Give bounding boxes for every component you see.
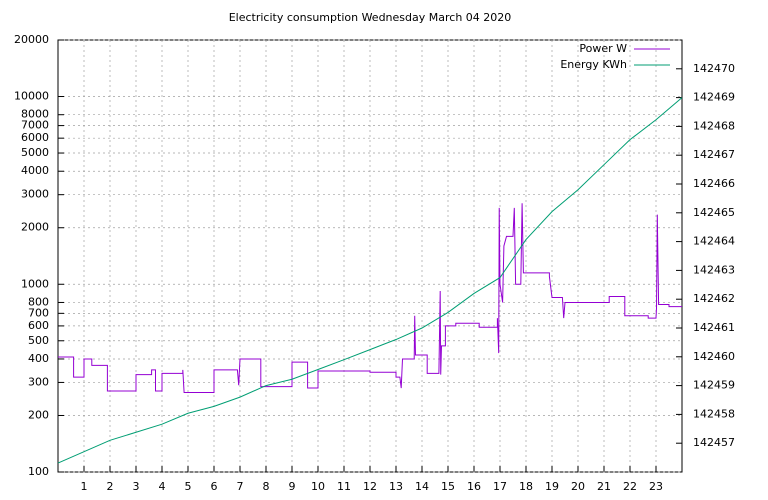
- x-tick-label: 23: [649, 480, 663, 493]
- series-line: [57, 97, 683, 464]
- x-tick-label: 22: [623, 480, 637, 493]
- x-tick-label: 20: [571, 480, 585, 493]
- y-tick-label: 300: [28, 375, 49, 388]
- x-tick-label: 15: [441, 480, 455, 493]
- x-tick-label: 7: [237, 480, 244, 493]
- y2-tick-label: 142468: [693, 119, 735, 132]
- x-tick-label: 6: [211, 480, 218, 493]
- x-tick-label: 18: [519, 480, 533, 493]
- y2-tick-label: 142469: [693, 91, 735, 104]
- series-line: [58, 203, 682, 394]
- x-tick-label: 2: [107, 480, 114, 493]
- x-tick-label: 11: [337, 480, 351, 493]
- x-tick-label: 17: [493, 480, 507, 493]
- x-tick-label: 12: [363, 480, 377, 493]
- chart-title: Electricity consumption Wednesday March …: [229, 11, 512, 24]
- y-tick-label: 4000: [21, 164, 49, 177]
- x-tick-label: 19: [545, 480, 559, 493]
- y-tick-label: 500: [28, 334, 49, 347]
- y2-tick-label: 142464: [693, 235, 735, 248]
- y-tick-label: 2000: [21, 221, 49, 234]
- x-tick-label: 5: [185, 480, 192, 493]
- x-tick-label: 21: [597, 480, 611, 493]
- y2-tick-label: 142459: [693, 379, 735, 392]
- y-tick-label: 600: [28, 319, 49, 332]
- y-tick-label: 8000: [21, 108, 49, 121]
- y-tick-label: 5000: [21, 146, 49, 159]
- y-tick-label: 20000: [14, 33, 49, 46]
- legend-label: Power W: [579, 42, 627, 55]
- y2-tick-label: 142470: [693, 62, 735, 75]
- x-tick-label: 3: [133, 480, 140, 493]
- y-tick-label: 6000: [21, 131, 49, 144]
- y-tick-label: 200: [28, 408, 49, 421]
- x-tick-label: 9: [289, 480, 296, 493]
- y-tick-label: 10000: [14, 90, 49, 103]
- y-tick-label: 400: [28, 352, 49, 365]
- y2-tick-label: 142462: [693, 292, 735, 305]
- x-tick-label: 14: [415, 480, 429, 493]
- x-tick-label: 10: [311, 480, 325, 493]
- y2-tick-label: 142463: [693, 263, 735, 276]
- y2-tick-label: 142457: [693, 436, 735, 449]
- y-tick-label: 1000: [21, 277, 49, 290]
- x-tick-label: 4: [159, 480, 166, 493]
- y-tick-label: 100: [28, 465, 49, 478]
- legend-label: Energy KWh: [560, 58, 627, 71]
- y2-tick-label: 142467: [693, 148, 735, 161]
- y2-tick-label: 142461: [693, 321, 735, 334]
- x-tick-label: 13: [389, 480, 403, 493]
- y-tick-label: 800: [28, 295, 49, 308]
- y2-tick-label: 142458: [693, 407, 735, 420]
- y2-tick-label: 142465: [693, 206, 735, 219]
- y-tick-label: 3000: [21, 188, 49, 201]
- x-tick-label: 16: [467, 480, 481, 493]
- y2-tick-label: 142460: [693, 350, 735, 363]
- x-tick-label: 8: [263, 480, 270, 493]
- y-tick-label: 700: [28, 306, 49, 319]
- y-tick-label: 7000: [21, 119, 49, 132]
- x-tick-label: 1: [81, 480, 88, 493]
- y2-tick-label: 142466: [693, 177, 735, 190]
